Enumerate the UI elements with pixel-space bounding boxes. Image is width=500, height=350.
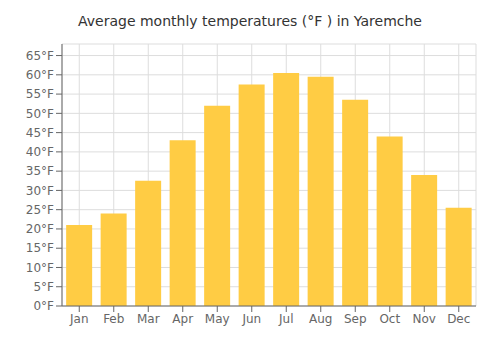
svg-text:Mar: Mar	[137, 312, 160, 326]
svg-text:40°F: 40°F	[26, 145, 54, 159]
svg-text:5°F: 5°F	[33, 280, 54, 294]
svg-text:Feb: Feb	[103, 312, 124, 326]
svg-text:60°F: 60°F	[26, 68, 54, 82]
svg-text:30°F: 30°F	[26, 184, 54, 198]
svg-text:Jan: Jan	[69, 312, 89, 326]
svg-text:0°F: 0°F	[33, 299, 54, 313]
svg-text:Aug: Aug	[309, 312, 332, 326]
svg-text:Sep: Sep	[344, 312, 367, 326]
svg-text:10°F: 10°F	[26, 261, 54, 275]
html-text:Average monthly temperatures (: Average monthly temperatures (°F ) in Ya…	[78, 13, 422, 29]
svg-text:Dec: Dec	[447, 312, 470, 326]
svg-text:65°F: 65°F	[26, 49, 54, 63]
svg-text:45°F: 45°F	[26, 126, 54, 140]
svg-text:55°F: 55°F	[26, 87, 54, 101]
svg-text:50°F: 50°F	[26, 107, 54, 121]
svg-text:Apr: Apr	[172, 312, 193, 326]
svg-text:Oct: Oct	[379, 312, 400, 326]
svg-text:25°F: 25°F	[26, 203, 54, 217]
svg-text:35°F: 35°F	[26, 164, 54, 178]
svg-text:Jul: Jul	[278, 312, 293, 326]
svg-text:May: May	[205, 312, 230, 326]
svg-text:15°F: 15°F	[26, 241, 54, 255]
svg-text:Nov: Nov	[413, 312, 436, 326]
svg-text:Jun: Jun	[241, 312, 261, 326]
svg-text:20°F: 20°F	[26, 222, 54, 236]
